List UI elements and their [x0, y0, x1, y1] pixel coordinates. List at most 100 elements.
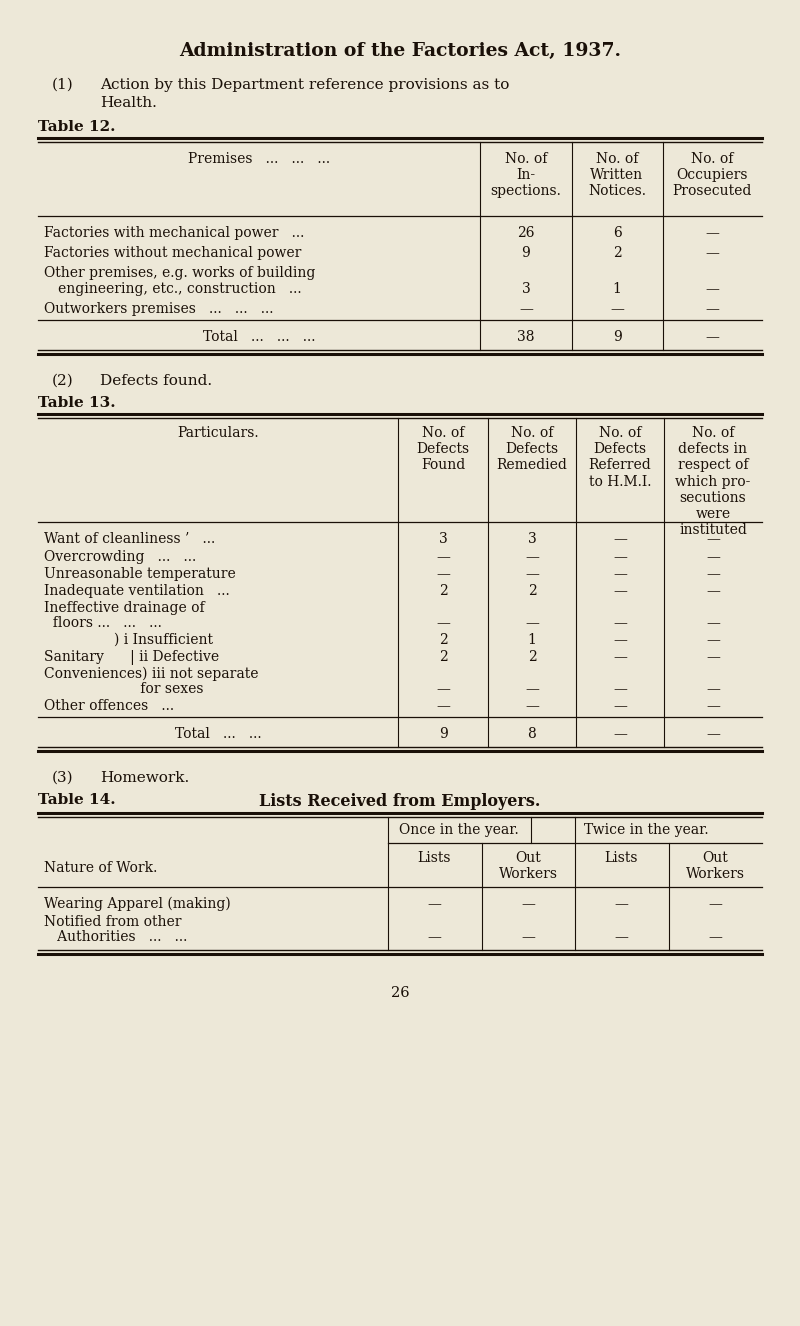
Text: for sexes: for sexes	[44, 682, 203, 696]
Text: —: —	[613, 699, 627, 713]
Text: Out
Workers: Out Workers	[686, 851, 745, 882]
Text: —: —	[436, 568, 450, 581]
Text: —: —	[705, 330, 719, 343]
Text: —: —	[705, 302, 719, 316]
Text: Factories without mechanical power: Factories without mechanical power	[44, 247, 302, 260]
Text: 2: 2	[438, 583, 447, 598]
Text: —: —	[427, 930, 441, 944]
Text: —: —	[706, 550, 720, 564]
Text: —: —	[613, 650, 627, 664]
Text: (1): (1)	[52, 78, 74, 91]
Text: —: —	[525, 682, 539, 696]
Text: —: —	[705, 225, 719, 240]
Text: Nature of Work.: Nature of Work.	[44, 861, 158, 875]
Text: Table 14.: Table 14.	[38, 793, 116, 808]
Text: Once in the year.: Once in the year.	[399, 823, 519, 837]
Text: 3: 3	[522, 282, 530, 296]
Text: —: —	[708, 896, 722, 911]
Text: Sanitary      | ii Defective: Sanitary | ii Defective	[44, 650, 219, 666]
Text: —: —	[525, 550, 539, 564]
Text: Homework.: Homework.	[100, 770, 190, 785]
Text: —: —	[706, 583, 720, 598]
Text: Twice in the year.: Twice in the year.	[584, 823, 708, 837]
Text: Other premises, e.g. works of building: Other premises, e.g. works of building	[44, 267, 315, 280]
Text: —: —	[613, 727, 627, 741]
Text: No. of
Defects
Remedied: No. of Defects Remedied	[497, 426, 567, 472]
Text: 2: 2	[613, 247, 622, 260]
Text: No. of
Occupiers
Prosecuted: No. of Occupiers Prosecuted	[672, 152, 752, 199]
Text: No. of
Defects
Referred
to H.M.I.: No. of Defects Referred to H.M.I.	[589, 426, 651, 488]
Text: Defects found.: Defects found.	[100, 374, 212, 389]
Text: Conveniences) iii not separate: Conveniences) iii not separate	[44, 667, 258, 682]
Text: engineering, etc., construction   ...: engineering, etc., construction ...	[58, 282, 302, 296]
Text: Inadequate ventilation   ...: Inadequate ventilation ...	[44, 583, 230, 598]
Text: 2: 2	[438, 633, 447, 647]
Text: Particulars.: Particulars.	[177, 426, 259, 440]
Text: —: —	[525, 699, 539, 713]
Text: 9: 9	[613, 330, 622, 343]
Text: 3: 3	[438, 532, 447, 546]
Text: —: —	[708, 930, 722, 944]
Text: 2: 2	[528, 583, 536, 598]
Text: —: —	[610, 302, 624, 316]
Text: —: —	[706, 617, 720, 630]
Text: 2: 2	[438, 650, 447, 664]
Text: —: —	[436, 617, 450, 630]
Text: Total   ...   ...: Total ... ...	[174, 727, 262, 741]
Text: 9: 9	[522, 247, 530, 260]
Text: 26: 26	[518, 225, 534, 240]
Text: —: —	[519, 302, 533, 316]
Text: Ineffective drainage of: Ineffective drainage of	[44, 601, 205, 615]
Text: —: —	[521, 930, 535, 944]
Text: (3): (3)	[52, 770, 74, 785]
Text: —: —	[706, 682, 720, 696]
Text: Premises   ...   ...   ...: Premises ... ... ...	[188, 152, 330, 166]
Text: 26: 26	[390, 987, 410, 1000]
Text: Unreasonable temperature: Unreasonable temperature	[44, 568, 236, 581]
Text: 8: 8	[528, 727, 536, 741]
Text: 1: 1	[527, 633, 537, 647]
Text: —: —	[525, 617, 539, 630]
Text: —: —	[706, 727, 720, 741]
Text: —: —	[613, 550, 627, 564]
Text: ) i Insufficient: ) i Insufficient	[44, 633, 213, 647]
Text: 1: 1	[613, 282, 622, 296]
Text: 6: 6	[613, 225, 622, 240]
Text: —: —	[614, 896, 628, 911]
Text: —: —	[427, 896, 441, 911]
Text: 3: 3	[528, 532, 536, 546]
Text: 9: 9	[438, 727, 447, 741]
Text: —: —	[613, 633, 627, 647]
Text: Administration of the Factories Act, 1937.: Administration of the Factories Act, 193…	[179, 42, 621, 60]
Text: —: —	[705, 247, 719, 260]
Text: 38: 38	[518, 330, 534, 343]
Text: Wearing Apparel (making): Wearing Apparel (making)	[44, 896, 230, 911]
Text: Outworkers premises   ...   ...   ...: Outworkers premises ... ... ...	[44, 302, 274, 316]
Text: Lists: Lists	[604, 851, 638, 865]
Text: Overcrowding   ...   ...: Overcrowding ... ...	[44, 550, 196, 564]
Text: —: —	[706, 532, 720, 546]
Text: Factories with mechanical power   ...: Factories with mechanical power ...	[44, 225, 304, 240]
Text: —: —	[613, 532, 627, 546]
Text: Other offences   ...: Other offences ...	[44, 699, 174, 713]
Text: 2: 2	[528, 650, 536, 664]
Text: Total   ...   ...   ...: Total ... ... ...	[202, 330, 315, 343]
Text: Want of cleanliness ’   ...: Want of cleanliness ’ ...	[44, 532, 215, 546]
Text: —: —	[613, 568, 627, 581]
Text: Action by this Department reference provisions as to: Action by this Department reference prov…	[100, 78, 510, 91]
Text: Authorities   ...   ...: Authorities ... ...	[44, 930, 187, 944]
Text: No. of
Defects
Found: No. of Defects Found	[417, 426, 470, 472]
Text: No. of
Written
Notices.: No. of Written Notices.	[588, 152, 646, 199]
Text: Health.: Health.	[100, 95, 157, 110]
Text: —: —	[613, 682, 627, 696]
Text: —: —	[436, 699, 450, 713]
Text: —: —	[525, 568, 539, 581]
Text: No. of
In-
spections.: No. of In- spections.	[490, 152, 562, 199]
Text: Out
Workers: Out Workers	[498, 851, 558, 882]
Text: —: —	[706, 650, 720, 664]
Text: —: —	[613, 583, 627, 598]
Text: —: —	[436, 682, 450, 696]
Text: Lists: Lists	[418, 851, 450, 865]
Text: Table 13.: Table 13.	[38, 396, 116, 410]
Text: —: —	[613, 617, 627, 630]
